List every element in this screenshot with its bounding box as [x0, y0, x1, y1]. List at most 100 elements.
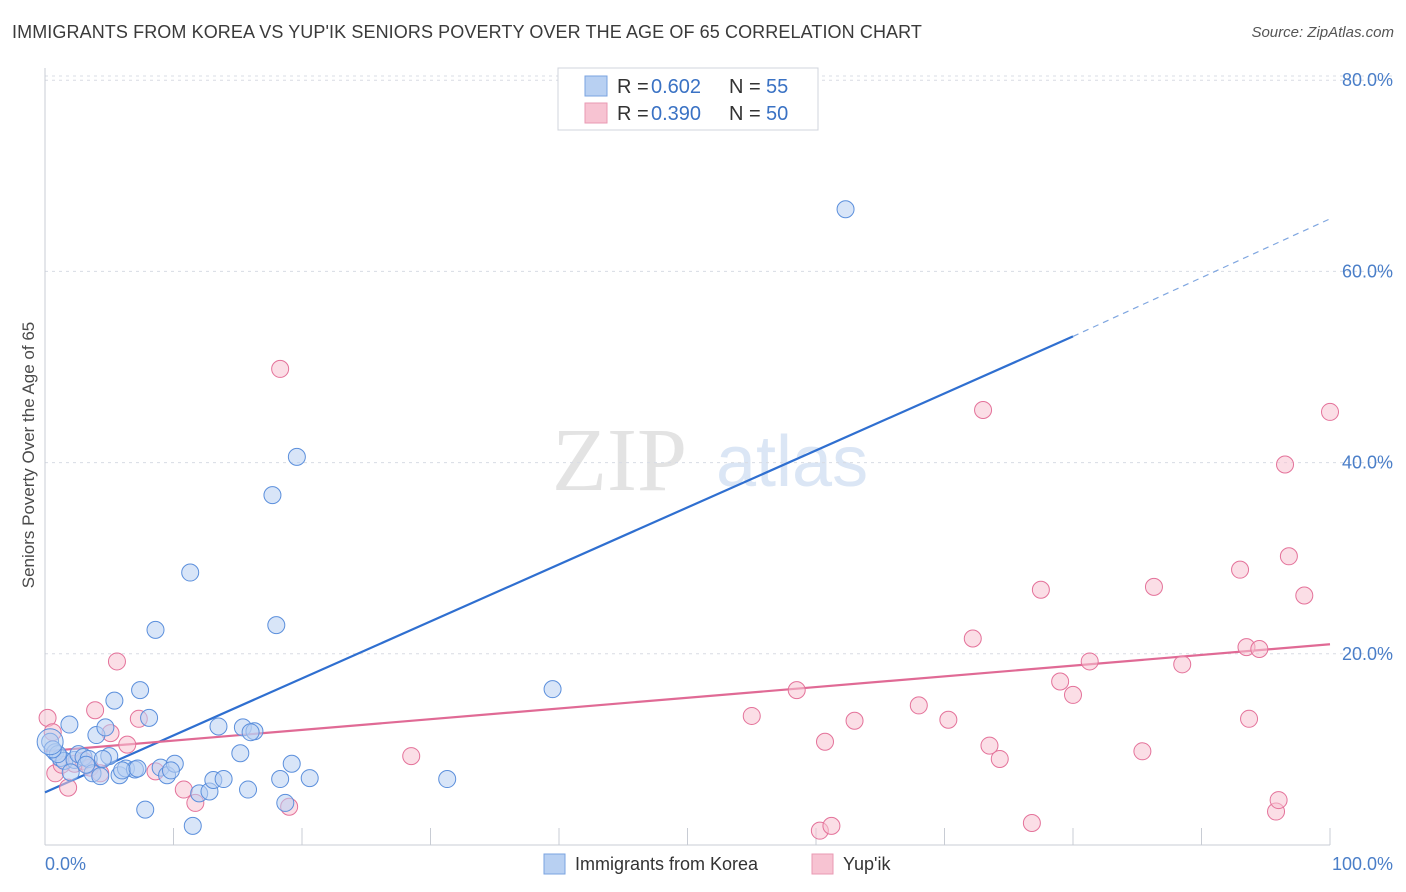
korea-point	[239, 780, 258, 799]
source-credit: Source: ZipAtlas.com	[1251, 24, 1394, 41]
legend-swatch-yupik	[584, 102, 608, 124]
korea-trend-line	[44, 335, 1074, 794]
korea-point	[131, 681, 150, 700]
data-points	[36, 200, 1339, 840]
legend-r-value-yupik: 0.390	[651, 103, 701, 125]
yupik-point	[742, 706, 761, 725]
yupik-point	[845, 711, 864, 730]
y-tick-label: 40.0%	[1342, 453, 1393, 473]
gridlines	[45, 75, 1392, 655]
yupik-point	[1240, 709, 1259, 728]
yupik-point	[990, 749, 1009, 768]
korea-point	[231, 744, 250, 763]
korea-point	[214, 770, 233, 789]
korea-point	[836, 200, 855, 219]
y-tick-labels: 20.0% 40.0% 60.0% 80.0%	[1342, 70, 1393, 664]
yupik-point	[402, 747, 421, 766]
yupik-point	[1080, 652, 1099, 671]
korea-point	[96, 718, 115, 737]
yupik-point	[1321, 402, 1339, 421]
yupik-point	[174, 780, 193, 799]
yupik-point	[1269, 791, 1288, 810]
yupik-point	[1276, 455, 1295, 474]
trend-lines	[44, 218, 1331, 794]
yupik-point	[1231, 560, 1250, 579]
bottom-legend: Immigrants from Korea Yup'ik	[543, 853, 891, 875]
yupik-point	[939, 710, 958, 729]
legend-r-label-yupik: R =	[617, 103, 649, 125]
korea-point	[146, 620, 165, 639]
korea-point	[263, 486, 282, 505]
korea-point	[183, 816, 202, 835]
yupik-point	[963, 629, 982, 648]
korea-point	[140, 708, 159, 727]
korea-point	[282, 754, 301, 773]
bottom-legend-label-yupik: Yup'ik	[843, 854, 891, 874]
korea-point	[287, 447, 306, 466]
bottom-legend-swatch-korea	[543, 853, 566, 875]
yupik-point	[822, 816, 841, 835]
yupik-point	[271, 359, 290, 378]
korea-point	[271, 770, 290, 789]
yupik-point	[118, 735, 137, 754]
korea-point	[241, 723, 260, 742]
korea-point	[300, 769, 319, 788]
yupik-point	[787, 681, 806, 700]
legend-swatch-korea	[584, 75, 608, 97]
korea-point	[543, 680, 562, 699]
yupik-trend-line	[44, 643, 1331, 753]
korea-point	[128, 759, 147, 778]
korea-point	[161, 761, 180, 780]
korea-point	[438, 770, 457, 789]
y-tick-label: 60.0%	[1342, 261, 1393, 281]
legend: R = 0.602 N = 55 R = 0.390 N = 50	[557, 67, 819, 131]
watermark-zip: ZIP	[552, 411, 687, 510]
watermark: ZIP atlas	[552, 411, 868, 510]
x-tick-labels: 0.0% 100.0%	[45, 854, 1393, 874]
korea-point	[276, 793, 295, 812]
chart-title: IMMIGRANTS FROM KOREA VS YUP'IK SENIORS …	[12, 22, 923, 42]
legend-n-label-korea: N =	[729, 76, 761, 98]
yupik-point	[1022, 814, 1041, 833]
x-tick-label: 0.0%	[45, 854, 86, 874]
korea-point-cluster	[36, 728, 64, 756]
korea-point	[181, 563, 200, 582]
korea-point	[60, 715, 79, 734]
yupik-point	[1173, 655, 1192, 674]
yupik-point	[1133, 742, 1152, 761]
y-axis-label: Seniors Poverty Over the Age of 65	[19, 322, 38, 588]
yupik-point	[815, 732, 834, 751]
korea-point	[61, 763, 80, 782]
korea-point	[267, 616, 286, 635]
yupik-point	[1295, 586, 1314, 605]
korea-point	[113, 761, 132, 780]
yupik-point	[909, 696, 928, 715]
yupik-point	[59, 778, 78, 797]
korea-point	[91, 767, 110, 786]
yupik-point	[1144, 577, 1163, 596]
legend-r-label-korea: R =	[617, 76, 649, 98]
korea-point	[209, 717, 228, 736]
korea-point	[105, 691, 124, 710]
legend-r-value-korea: 0.602	[651, 76, 701, 98]
yupik-point	[974, 401, 993, 420]
yupik-point	[1250, 640, 1269, 659]
legend-n-value-yupik: 50	[766, 103, 788, 125]
yupik-point	[1051, 672, 1070, 691]
y-tick-label: 80.0%	[1342, 70, 1393, 90]
yupik-point	[107, 652, 126, 671]
legend-n-label-yupik: N =	[729, 103, 761, 125]
yupik-point	[980, 736, 999, 755]
yupik-point	[1031, 580, 1050, 599]
korea-point	[136, 800, 155, 819]
yupik-point	[1279, 547, 1298, 566]
yupik-point	[86, 701, 105, 720]
x-tick-label: 100.0%	[1332, 854, 1393, 874]
korea-point	[77, 755, 96, 774]
y-tick-label: 20.0%	[1342, 644, 1393, 664]
legend-n-value-korea: 55	[766, 76, 788, 98]
korea-point	[93, 749, 112, 768]
korea-trend-extension	[1072, 218, 1331, 337]
bottom-legend-swatch-yupik	[811, 853, 834, 875]
